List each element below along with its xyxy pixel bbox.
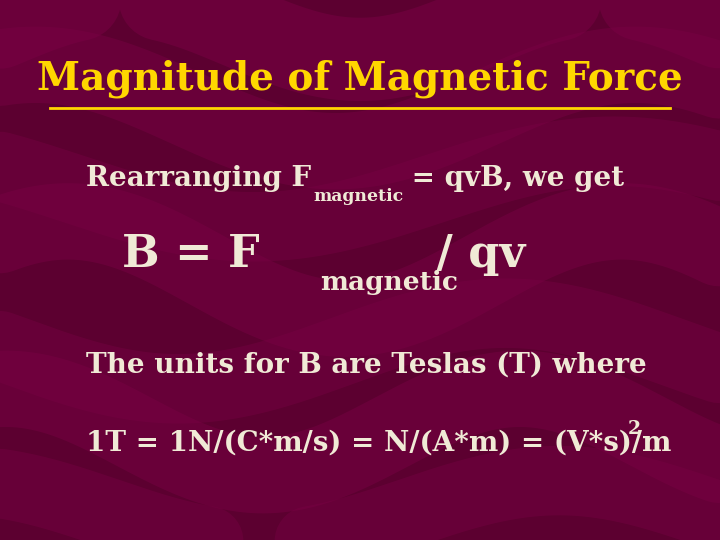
- Text: / qv: / qv: [421, 233, 526, 276]
- Text: magnetic: magnetic: [320, 270, 459, 295]
- Text: magnetic: magnetic: [313, 188, 403, 205]
- Text: 2: 2: [628, 420, 641, 437]
- Text: The units for B are Teslas (T) where: The units for B are Teslas (T) where: [86, 352, 647, 379]
- Text: B = F: B = F: [122, 233, 260, 276]
- Text: Rearranging F: Rearranging F: [86, 165, 312, 192]
- Text: Magnitude of Magnetic Force: Magnitude of Magnetic Force: [37, 59, 683, 98]
- Text: 1T = 1N/(C*m/s) = N/(A*m) = (V*s)/m: 1T = 1N/(C*m/s) = N/(A*m) = (V*s)/m: [86, 430, 672, 457]
- Text: = qvB, we get: = qvB, we get: [402, 165, 624, 192]
